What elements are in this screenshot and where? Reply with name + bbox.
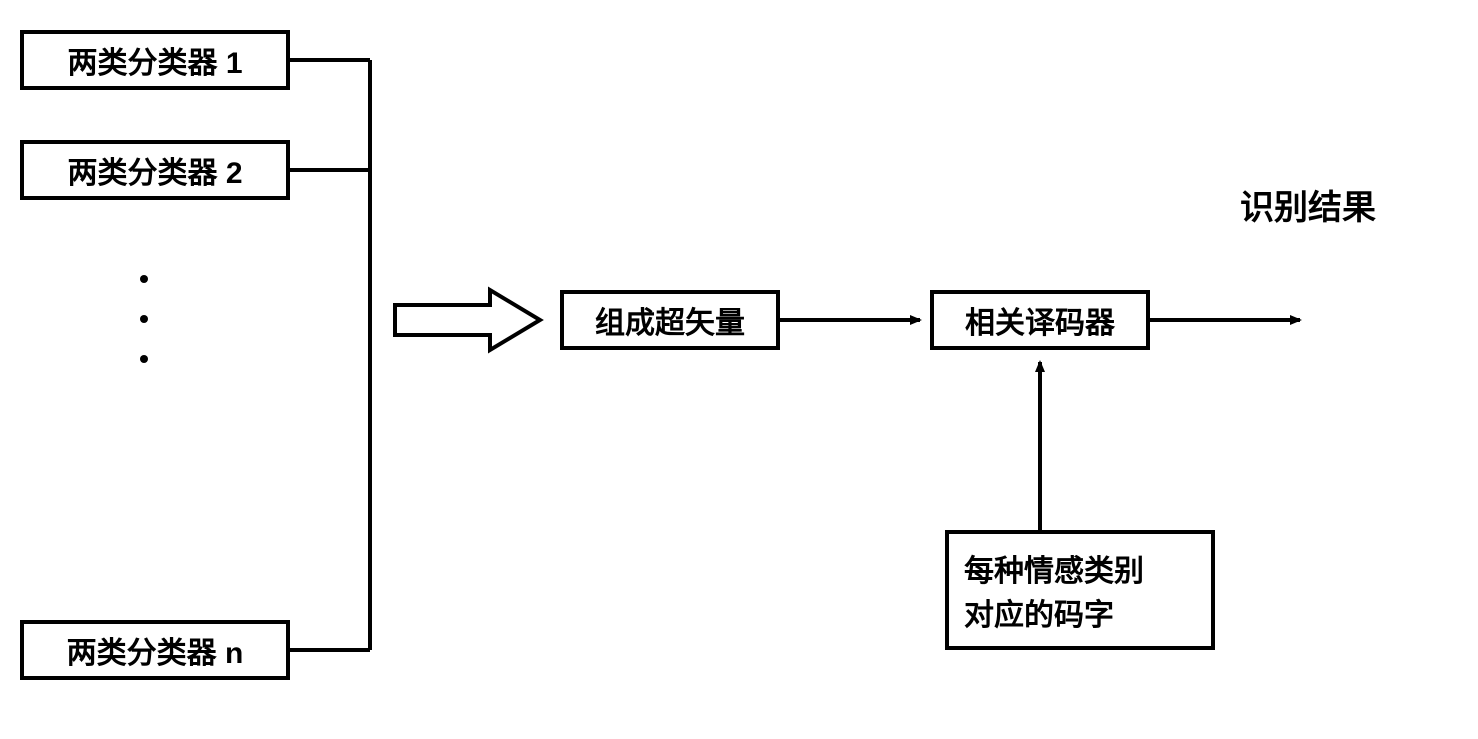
node-classifier-n-label: 两类分类器 n <box>67 628 244 672</box>
node-classifier-n: 两类分类器 n <box>20 620 290 680</box>
diagram-canvas: 两类分类器 1 两类分类器 2 两类分类器 n 组成超矢量 相关译码器 每种情感… <box>0 0 1478 739</box>
node-classifier-2: 两类分类器 2 <box>20 140 290 200</box>
ellipsis-dot <box>140 315 148 323</box>
node-codeword-line2: 对应的码字 <box>964 590 1114 634</box>
node-classifier-1-label: 两类分类器 1 <box>67 38 242 82</box>
output-label: 识别结果 <box>1240 180 1376 229</box>
node-codeword-line1: 每种情感类别 <box>964 546 1144 590</box>
big-arrow <box>395 290 540 350</box>
node-supervector: 组成超矢量 <box>560 290 780 350</box>
node-classifier-1: 两类分类器 1 <box>20 30 290 90</box>
ellipsis-dot <box>140 355 148 363</box>
node-classifier-2-label: 两类分类器 2 <box>67 148 242 192</box>
node-supervector-label: 组成超矢量 <box>595 298 745 342</box>
node-codeword: 每种情感类别 对应的码字 <box>945 530 1215 650</box>
node-decoder: 相关译码器 <box>930 290 1150 350</box>
node-decoder-label: 相关译码器 <box>965 298 1115 342</box>
ellipsis-dot <box>140 275 148 283</box>
